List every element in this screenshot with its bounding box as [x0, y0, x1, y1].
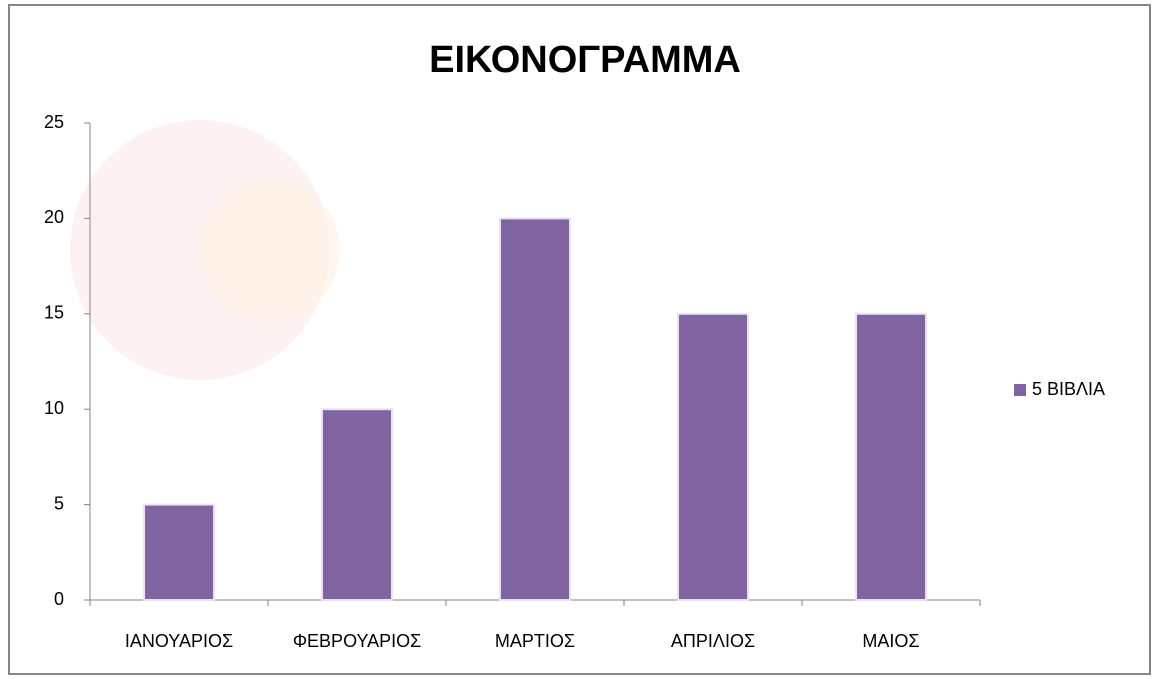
y-tick-label: 20	[44, 207, 64, 227]
y-tick-label: 25	[44, 112, 64, 132]
watermark	[200, 180, 340, 320]
y-tick-label: 15	[44, 303, 64, 323]
bar	[143, 503, 215, 602]
y-tick-label: 0	[54, 589, 64, 609]
x-tick-label: ΜΑΙΟΣ	[862, 631, 919, 651]
bar	[499, 217, 571, 601]
bar	[677, 312, 749, 601]
chart-title: ΕΙΚΟΝΟΓΡΑΜΜΑ	[429, 39, 741, 81]
x-tick-label: ΦΕΒΡΟΥΑΡΙΟΣ	[293, 631, 422, 651]
x-tick-label: ΙΑΝΟΥΑΡΙΟΣ	[125, 631, 233, 651]
x-tick-label: ΜΑΡΤΙΟΣ	[495, 631, 575, 651]
bar	[855, 312, 927, 601]
x-tick-label: ΑΠΡΙΛΙΟΣ	[671, 631, 755, 651]
legend-label: 5 ΒΙΒΛΙΑ	[1032, 379, 1105, 399]
bar	[321, 408, 393, 602]
y-tick-label: 5	[54, 493, 64, 513]
y-tick-label: 10	[44, 398, 64, 418]
legend-swatch	[1014, 384, 1026, 396]
